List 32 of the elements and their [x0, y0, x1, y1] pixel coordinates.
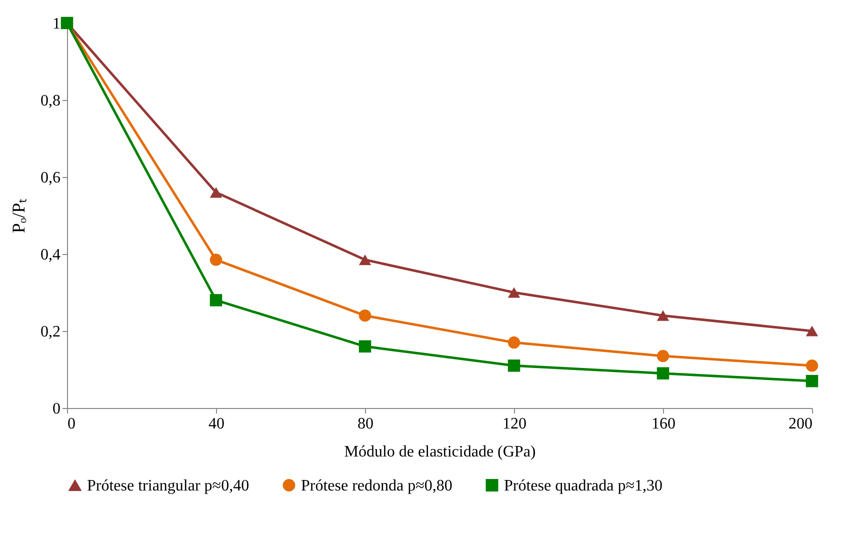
point [508, 360, 520, 372]
x-axis-title: Módulo de elasticidade (GPa) [344, 444, 536, 460]
y-tick-label: 0,4 [40, 246, 60, 264]
point [806, 360, 818, 372]
y-tick-label: 1 [52, 16, 60, 32]
point [358, 309, 372, 322]
x-tick-label: 160 [652, 416, 676, 432]
y-axis-title: Pₒ/Pₜ [8, 198, 28, 234]
y-tick-label: 0,6 [40, 170, 60, 186]
point [508, 287, 520, 298]
y-tick-label: 0,8 [40, 92, 60, 110]
point [656, 350, 670, 362]
point [508, 336, 520, 349]
x-tick-label: 80 [358, 416, 374, 432]
point [210, 187, 222, 198]
x-tick-label: 120 [502, 416, 526, 432]
y-tick-label: 0,2 [40, 324, 60, 340]
point [358, 340, 372, 353]
point [806, 374, 818, 388]
point [210, 294, 222, 306]
point [358, 254, 372, 266]
point [656, 367, 670, 380]
point [806, 326, 818, 336]
y-tick-label: 0 [52, 400, 60, 418]
x-tick-label: 40 [208, 416, 224, 432]
legend-label: Prótese redonda p≈0,80 [301, 477, 452, 494]
legend-label: Prótese quadrada p≈1,30 [504, 477, 663, 494]
x-tick-label: 200 [788, 416, 812, 432]
point [656, 310, 670, 321]
legend-label: Prótese triangular p≈0,40 [87, 478, 250, 494]
x-tick-label: 0 [68, 416, 76, 432]
point [210, 254, 222, 266]
